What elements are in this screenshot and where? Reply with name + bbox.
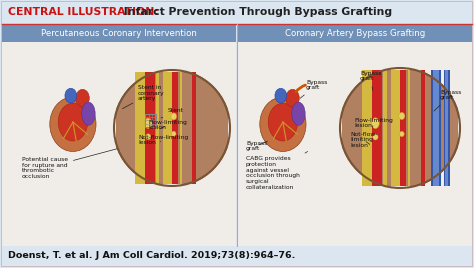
Bar bbox=[340, 186, 460, 193]
Ellipse shape bbox=[76, 89, 89, 107]
Bar bbox=[340, 63, 460, 70]
Text: Flow-limiting
lesion: Flow-limiting lesion bbox=[148, 120, 187, 131]
Bar bbox=[444, 65, 450, 191]
Bar bbox=[2, 42, 236, 246]
Bar bbox=[383, 65, 387, 191]
Bar bbox=[238, 24, 472, 42]
Circle shape bbox=[340, 68, 460, 188]
Bar bbox=[146, 67, 155, 189]
Text: Stent: Stent bbox=[161, 109, 184, 118]
Ellipse shape bbox=[171, 113, 177, 120]
Text: Percutaneous Coronary Intervention: Percutaneous Coronary Intervention bbox=[41, 28, 197, 38]
Bar bbox=[180, 67, 182, 189]
Bar bbox=[135, 67, 150, 189]
Bar bbox=[335, 63, 342, 193]
Bar bbox=[373, 65, 382, 191]
Bar bbox=[430, 65, 441, 191]
FancyBboxPatch shape bbox=[2, 2, 472, 266]
Bar bbox=[458, 63, 465, 193]
Ellipse shape bbox=[275, 88, 287, 103]
Text: Not-flow-limiting
lesion: Not-flow-limiting lesion bbox=[138, 135, 188, 146]
Text: CENTRAL ILLUSTRATION:: CENTRAL ILLUSTRATION: bbox=[8, 7, 159, 17]
Ellipse shape bbox=[268, 103, 298, 141]
Text: CABG provides
protection
against vessel
occlusion through
surgical
collateraliza: CABG provides protection against vessel … bbox=[246, 151, 308, 190]
Text: Coronary Artery Bypass Grafting: Coronary Artery Bypass Grafting bbox=[285, 28, 425, 38]
Ellipse shape bbox=[65, 88, 77, 103]
Ellipse shape bbox=[400, 131, 404, 137]
Bar bbox=[146, 114, 156, 127]
Text: Not-flow-
limiting
lesion: Not-flow- limiting lesion bbox=[350, 132, 377, 148]
Bar bbox=[2, 2, 472, 24]
Ellipse shape bbox=[373, 134, 378, 140]
Bar bbox=[362, 65, 377, 191]
Bar bbox=[433, 65, 439, 191]
Bar bbox=[238, 42, 472, 246]
Bar bbox=[156, 67, 159, 189]
Text: Flow-limiting
lesion: Flow-limiting lesion bbox=[354, 118, 393, 128]
Bar bbox=[164, 67, 175, 189]
Text: Doenst, T. et al. J Am Coll Cardiol. 2019;73(8):964–76.: Doenst, T. et al. J Am Coll Cardiol. 201… bbox=[8, 251, 295, 260]
Text: Bypass
graft: Bypass graft bbox=[300, 80, 327, 98]
Bar bbox=[109, 65, 116, 191]
Ellipse shape bbox=[172, 131, 176, 136]
Ellipse shape bbox=[372, 118, 379, 129]
Ellipse shape bbox=[399, 112, 405, 120]
Ellipse shape bbox=[146, 134, 151, 140]
Text: Stent in
coronary
artery: Stent in coronary artery bbox=[122, 85, 164, 109]
Bar bbox=[114, 184, 230, 191]
Ellipse shape bbox=[58, 103, 88, 141]
Bar bbox=[2, 24, 236, 42]
Bar bbox=[228, 65, 235, 191]
Bar bbox=[400, 65, 406, 191]
Bar bbox=[391, 65, 403, 191]
Ellipse shape bbox=[286, 89, 299, 107]
Circle shape bbox=[114, 70, 230, 186]
Ellipse shape bbox=[82, 102, 95, 125]
Ellipse shape bbox=[145, 118, 152, 129]
Bar bbox=[172, 67, 178, 189]
Bar bbox=[114, 65, 230, 72]
Bar bbox=[2, 246, 472, 266]
Text: Infarct Prevention Through Bypass Grafting: Infarct Prevention Through Bypass Grafti… bbox=[120, 7, 392, 17]
Ellipse shape bbox=[50, 97, 96, 151]
Text: Bypass
graft: Bypass graft bbox=[360, 70, 381, 90]
Text: Bypass
graft: Bypass graft bbox=[434, 90, 461, 111]
Bar bbox=[192, 67, 196, 189]
Text: Potential cause
for rupture and
thrombotic
occlusion: Potential cause for rupture and thrombot… bbox=[22, 149, 118, 179]
Ellipse shape bbox=[292, 102, 305, 125]
Bar bbox=[421, 65, 425, 191]
Text: Bypass
graft: Bypass graft bbox=[246, 141, 267, 151]
Bar bbox=[408, 65, 410, 191]
Ellipse shape bbox=[260, 97, 306, 151]
Bar bbox=[445, 65, 448, 191]
